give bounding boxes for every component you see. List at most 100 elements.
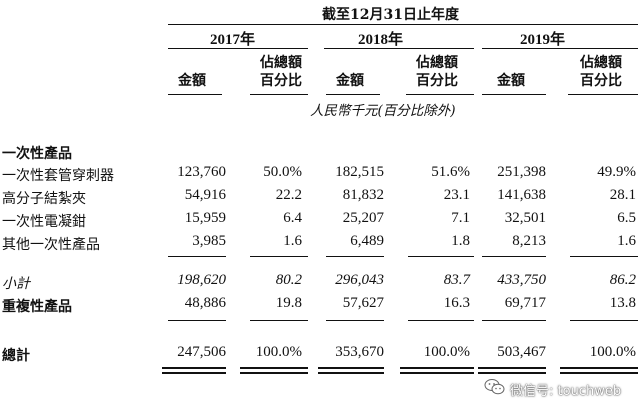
total-rule <box>408 320 474 321</box>
subtotal-rule <box>482 256 546 257</box>
value-cell: 1.6 <box>283 233 302 249</box>
subtotal-rule <box>326 256 384 257</box>
value-cell: 1.6 <box>617 233 636 249</box>
subtotal-label: 小計 <box>2 276 30 292</box>
col-pct-2019: 佔總額 百分比 <box>572 54 630 90</box>
value-cell: 15,959 <box>184 210 226 226</box>
total-double-rule <box>560 372 638 374</box>
value-cell: 1.8 <box>451 233 470 249</box>
value-cell: 353,670 <box>335 344 384 360</box>
col-amount-2018: 金額 <box>336 73 364 89</box>
value-cell: 100.0% <box>255 344 302 360</box>
col-pct-2018: 佔總額 百分比 <box>408 54 466 90</box>
row-label: 高分子結紮夾 <box>2 191 86 207</box>
total-double-rule <box>318 367 384 369</box>
total-rule <box>168 320 226 321</box>
value-cell: 251,398 <box>497 164 546 180</box>
value-cell: 100.0% <box>589 344 636 360</box>
total-rule <box>570 320 638 321</box>
col-pct-line2: 百分比 <box>260 73 302 89</box>
total-double-rule <box>162 367 226 369</box>
total-double-rule <box>478 367 546 369</box>
value-cell: 48,886 <box>184 295 226 311</box>
value-cell: 49.9% <box>597 164 636 180</box>
value-cell: 25,207 <box>342 210 384 226</box>
total-double-rule <box>400 372 474 374</box>
value-cell: 81,832 <box>342 187 384 203</box>
subtotal-rule <box>168 256 226 257</box>
value-cell: 23.1 <box>443 187 470 203</box>
value-cell: 19.8 <box>275 295 302 311</box>
row-label: 一次性套管穿刺器 <box>2 168 114 184</box>
total-rule <box>250 320 308 321</box>
value-cell: 3,985 <box>192 233 226 249</box>
value-cell: 28.1 <box>609 187 636 203</box>
value-cell: 80.2 <box>275 272 302 288</box>
value-cell: 141,638 <box>497 187 546 203</box>
total-double-rule <box>240 372 308 374</box>
period-underline <box>168 24 638 25</box>
total-double-rule <box>400 367 474 369</box>
value-cell: 13.8 <box>609 295 636 311</box>
value-cell: 6.4 <box>283 210 302 226</box>
wechat-icon <box>484 378 506 400</box>
year-underline-2018 <box>324 48 474 49</box>
subtotal-rule <box>570 256 638 257</box>
unit-note: 人民幣千元(百分比除外) <box>310 103 456 119</box>
col-amount-2019: 金額 <box>497 73 525 89</box>
value-cell: 123,760 <box>177 164 226 180</box>
section-total: 總計 <box>2 348 30 364</box>
value-cell: 69,717 <box>504 295 546 311</box>
value-cell: 6,489 <box>350 233 384 249</box>
total-rule <box>482 320 546 321</box>
value-cell: 57,627 <box>342 295 384 311</box>
year-underline-2017 <box>168 48 308 49</box>
period-header: 截至12月31日止年度 <box>322 7 459 23</box>
col-pct-line2: 百分比 <box>580 73 622 89</box>
value-cell: 198,620 <box>177 272 226 288</box>
total-double-rule <box>318 372 384 374</box>
value-cell: 8,213 <box>512 233 546 249</box>
total-rule <box>326 320 384 321</box>
year-underline-2019 <box>482 48 638 49</box>
section-disposable: 一次性產品 <box>2 146 72 162</box>
watermark-text: 微信号: touchweb <box>510 383 622 399</box>
value-cell: 16.3 <box>443 295 470 311</box>
col-pct-line1: 佔總額 <box>580 55 622 71</box>
col-pct-2017: 佔總額 百分比 <box>252 54 310 90</box>
total-double-rule <box>162 372 226 374</box>
value-cell: 54,916 <box>184 187 226 203</box>
colhead-underline <box>250 94 308 95</box>
value-cell: 6.5 <box>617 210 636 226</box>
total-double-rule <box>560 367 638 369</box>
colhead-underline <box>168 94 222 95</box>
value-cell: 32,501 <box>504 210 546 226</box>
colhead-underline <box>406 94 474 95</box>
value-cell: 51.6% <box>431 164 470 180</box>
total-double-rule <box>240 367 308 369</box>
watermark: 微信号: touchweb <box>484 378 621 400</box>
year-2017: 2017年 <box>210 32 256 48</box>
col-pct-line2: 百分比 <box>416 73 458 89</box>
value-cell: 296,043 <box>335 272 384 288</box>
subtotal-rule <box>250 256 308 257</box>
value-cell: 100.0% <box>423 344 470 360</box>
subtotal-rule <box>408 256 474 257</box>
value-cell: 503,467 <box>497 344 546 360</box>
value-cell: 86.2 <box>609 272 636 288</box>
year-2019: 2019年 <box>520 32 566 48</box>
col-amount-2017: 金額 <box>178 73 206 89</box>
colhead-underline <box>326 94 380 95</box>
value-cell: 7.1 <box>451 210 470 226</box>
row-label: 一次性電凝鉗 <box>2 214 86 230</box>
value-cell: 433,750 <box>497 272 546 288</box>
col-pct-line1: 佔總額 <box>416 55 458 71</box>
year-2018: 2018年 <box>358 32 404 48</box>
value-cell: 247,506 <box>177 344 226 360</box>
row-label: 其他一次性產品 <box>2 237 100 253</box>
value-cell: 50.0% <box>263 164 302 180</box>
colhead-underline <box>568 94 638 95</box>
value-cell: 182,515 <box>335 164 384 180</box>
total-double-rule <box>478 372 546 374</box>
section-reusable: 重複性產品 <box>2 299 72 315</box>
